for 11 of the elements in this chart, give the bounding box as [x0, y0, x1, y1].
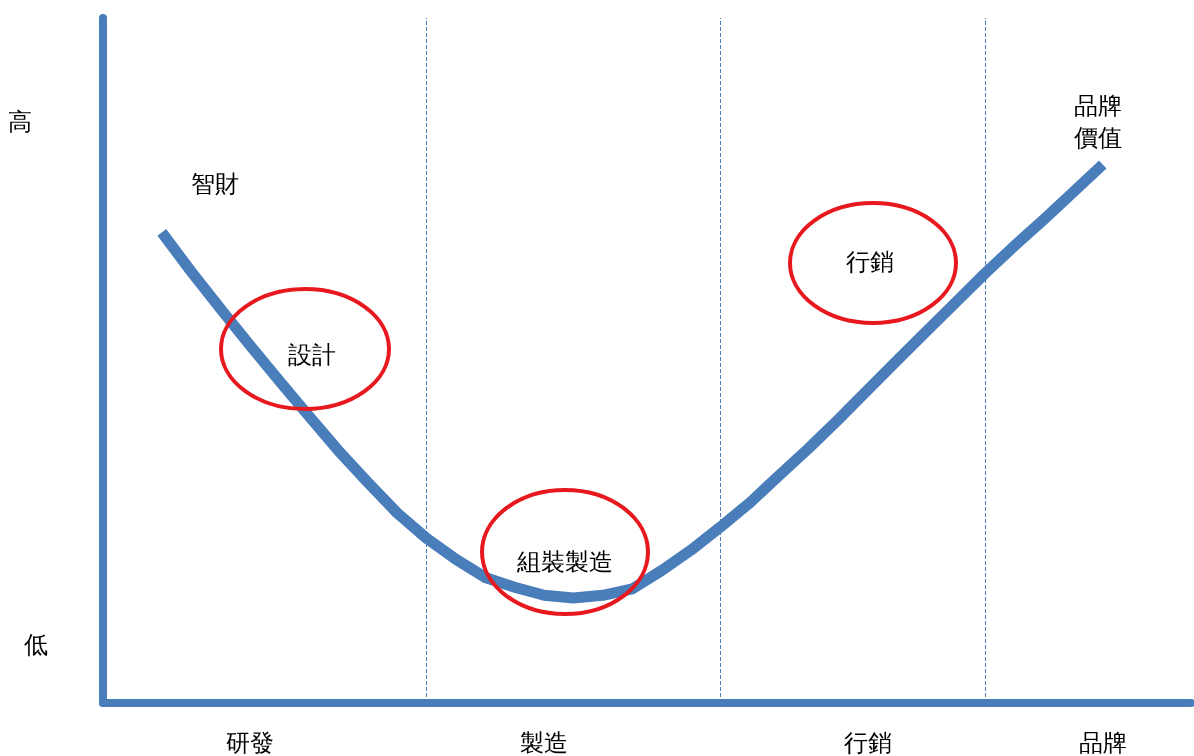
annotation: 設計	[288, 341, 336, 369]
x-tick-label: 品牌	[1078, 729, 1127, 756]
annotation: 智財	[191, 170, 239, 198]
text: 品牌價值	[1074, 92, 1122, 152]
x-tick-label: 研發	[226, 729, 275, 756]
annotation: 行銷	[846, 248, 894, 276]
annotation: 組裝製造	[516, 548, 613, 576]
x-tick-label: 製造	[520, 729, 569, 756]
x-tick-label: 行銷	[843, 729, 892, 756]
text: 高	[8, 108, 32, 136]
text: 低	[24, 631, 48, 659]
